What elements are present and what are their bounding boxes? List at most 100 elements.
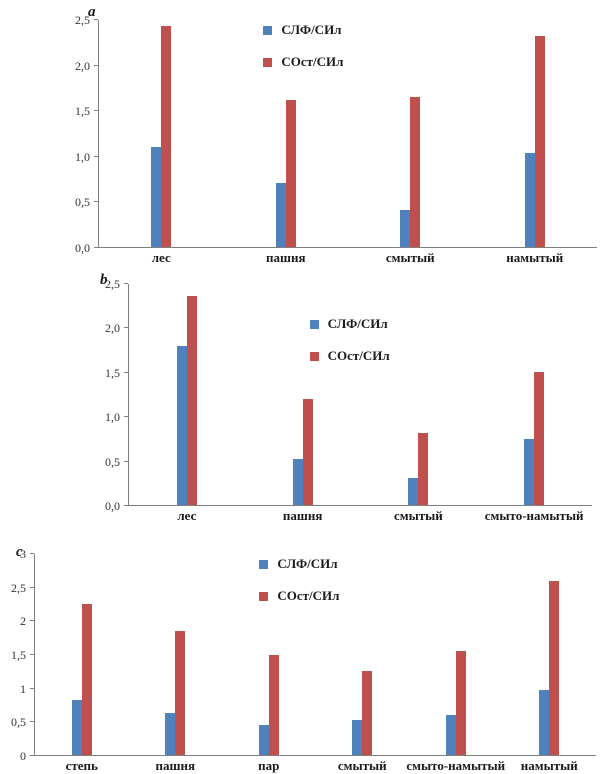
- bar-pair: [165, 554, 186, 755]
- bar-slf-sil: [445, 714, 456, 755]
- bar-slf-sil: [524, 153, 535, 247]
- panel-label: c: [16, 544, 23, 560]
- bar-sost-sil: [285, 99, 296, 247]
- panel-label: a: [88, 4, 96, 20]
- x-category-label: пашня: [155, 758, 196, 773]
- y-tick-mark: [124, 327, 128, 329]
- bar-sost-sil: [268, 654, 279, 755]
- chart-panel-b: b 0,0 0,5 1,0 1,5 2,0 2,5 СЛФ/СИл СОст/СИл лес…: [100, 270, 592, 528]
- y-tick-mark: [94, 19, 98, 20]
- legend-item: СЛФ/СИл: [259, 556, 339, 572]
- y-tick-label: 0,0: [105, 499, 120, 513]
- y-tick-mark: [94, 155, 98, 157]
- x-category-label: пашня: [266, 250, 306, 265]
- bar-pair: [352, 554, 373, 755]
- y-tick-mark: [30, 721, 34, 723]
- y-tick-mark: [94, 247, 98, 248]
- legend-label: СЛФ/СИл: [281, 22, 342, 37]
- x-category-label: намытый: [506, 250, 564, 265]
- y-axis: 0 0,5 1 1,5 2 2,5 3: [8, 548, 34, 762]
- bar-slf-sil: [165, 712, 176, 755]
- bar-slf-sil: [539, 690, 550, 755]
- bar-group: намытый: [473, 20, 598, 265]
- y-tick-mark: [30, 755, 34, 756]
- bar-group: лес: [99, 20, 224, 265]
- chart-panel-a: a 0,0 0,5 1,0 1,5 2,0 2,5 СЛФ/СИл СОст/СИл лес…: [70, 4, 598, 268]
- bar-slf-sil: [292, 459, 303, 505]
- legend-label: СЛФ/СИл: [277, 556, 338, 571]
- legend-item: СОст/СИл: [259, 588, 339, 604]
- panel-label: b: [100, 272, 108, 288]
- y-tick-label: 0,5: [75, 195, 90, 210]
- bar-slf-sil: [176, 345, 187, 505]
- bar-group: пар: [222, 554, 316, 773]
- legend-label: СОст/СИл: [281, 54, 344, 69]
- bar-group: лес: [129, 284, 245, 523]
- legend-swatch-icon: [259, 591, 269, 601]
- bar-group: степь: [35, 554, 129, 773]
- legend-label: СОст/СИл: [277, 588, 340, 603]
- y-tick-label: 3: [20, 547, 26, 561]
- x-category-label: смытый: [393, 508, 443, 523]
- y-tick-mark: [124, 283, 128, 284]
- legend-swatch-icon: [259, 559, 269, 569]
- y-tick-mark: [94, 201, 98, 203]
- y-tick-mark: [30, 586, 34, 588]
- plot-area: СЛФ/СИл СОст/СИл лес пашня смытый смыто-намы…: [128, 284, 592, 523]
- y-tick-mark: [94, 110, 98, 112]
- y-tick-label: 1,0: [75, 149, 90, 164]
- bar-sost-sil: [549, 580, 560, 755]
- bar-pair: [445, 554, 466, 755]
- bar-slf-sil: [275, 182, 286, 247]
- y-tick-label: 0,5: [105, 454, 120, 469]
- y-tick-label: 0,5: [11, 715, 26, 730]
- legend-label: СЛФ/СИл: [327, 316, 388, 331]
- x-category-label: намытый: [520, 758, 578, 773]
- bar-pair: [275, 20, 296, 247]
- x-category-label: степь: [65, 758, 98, 773]
- plot-area: СЛФ/СИл СОст/СИл степь пашня пар смытый смыто…: [34, 554, 596, 773]
- y-tick-mark: [30, 654, 34, 655]
- legend: СЛФ/СИл СОст/СИл: [263, 22, 343, 70]
- y-tick-mark: [30, 620, 34, 622]
- bar-slf-sil: [151, 147, 162, 247]
- bar-slf-sil: [258, 724, 269, 755]
- legend-item: СЛФ/СИл: [263, 22, 343, 38]
- bar-group: смытый: [361, 284, 477, 523]
- legend-swatch-icon: [263, 57, 273, 67]
- bar-pair: [258, 554, 279, 755]
- y-tick-label: 2,5: [11, 580, 26, 595]
- bar-sost-sil: [410, 97, 421, 247]
- legend-item: СОст/СИл: [263, 54, 343, 70]
- bar-pair: [151, 20, 172, 247]
- x-category-label: пашня: [282, 508, 323, 523]
- legend: СЛФ/СИл СОст/СИл: [259, 556, 339, 604]
- y-tick-label: 1,5: [75, 104, 90, 119]
- plot-area: СЛФ/СИл СОст/СИл лес пашня смытый намытый: [98, 20, 598, 265]
- y-tick-label: 2,5: [75, 13, 90, 27]
- bar-sost-sil: [455, 651, 466, 755]
- legend-swatch-icon: [309, 319, 319, 329]
- bar-sost-sil: [175, 631, 186, 755]
- legend-swatch-icon: [263, 25, 273, 35]
- y-tick-label: 1,5: [11, 648, 26, 662]
- y-tick-mark: [124, 460, 128, 462]
- bar-group: смыто-намытый: [476, 284, 592, 523]
- y-tick-mark: [30, 553, 34, 554]
- x-category-label: лес: [151, 250, 171, 265]
- bar-sost-sil: [161, 26, 172, 247]
- bar-group: пашня: [224, 20, 349, 265]
- bar-group: смытый: [348, 20, 473, 265]
- bar-slf-sil: [400, 209, 411, 247]
- y-axis: 0,0 0,5 1,0 1,5 2,0 2,5: [70, 14, 98, 254]
- x-category-label: смыто-намытый: [484, 508, 584, 523]
- bar-group: пашня: [245, 284, 361, 523]
- legend-item: СЛФ/СИл: [309, 316, 390, 332]
- bar-pair: [539, 554, 560, 755]
- bar-sost-sil: [302, 398, 313, 505]
- y-tick-label: 0,0: [75, 241, 90, 255]
- bar-pair: [71, 554, 92, 755]
- bar-sost-sil: [362, 671, 373, 755]
- bar-pair: [524, 284, 545, 505]
